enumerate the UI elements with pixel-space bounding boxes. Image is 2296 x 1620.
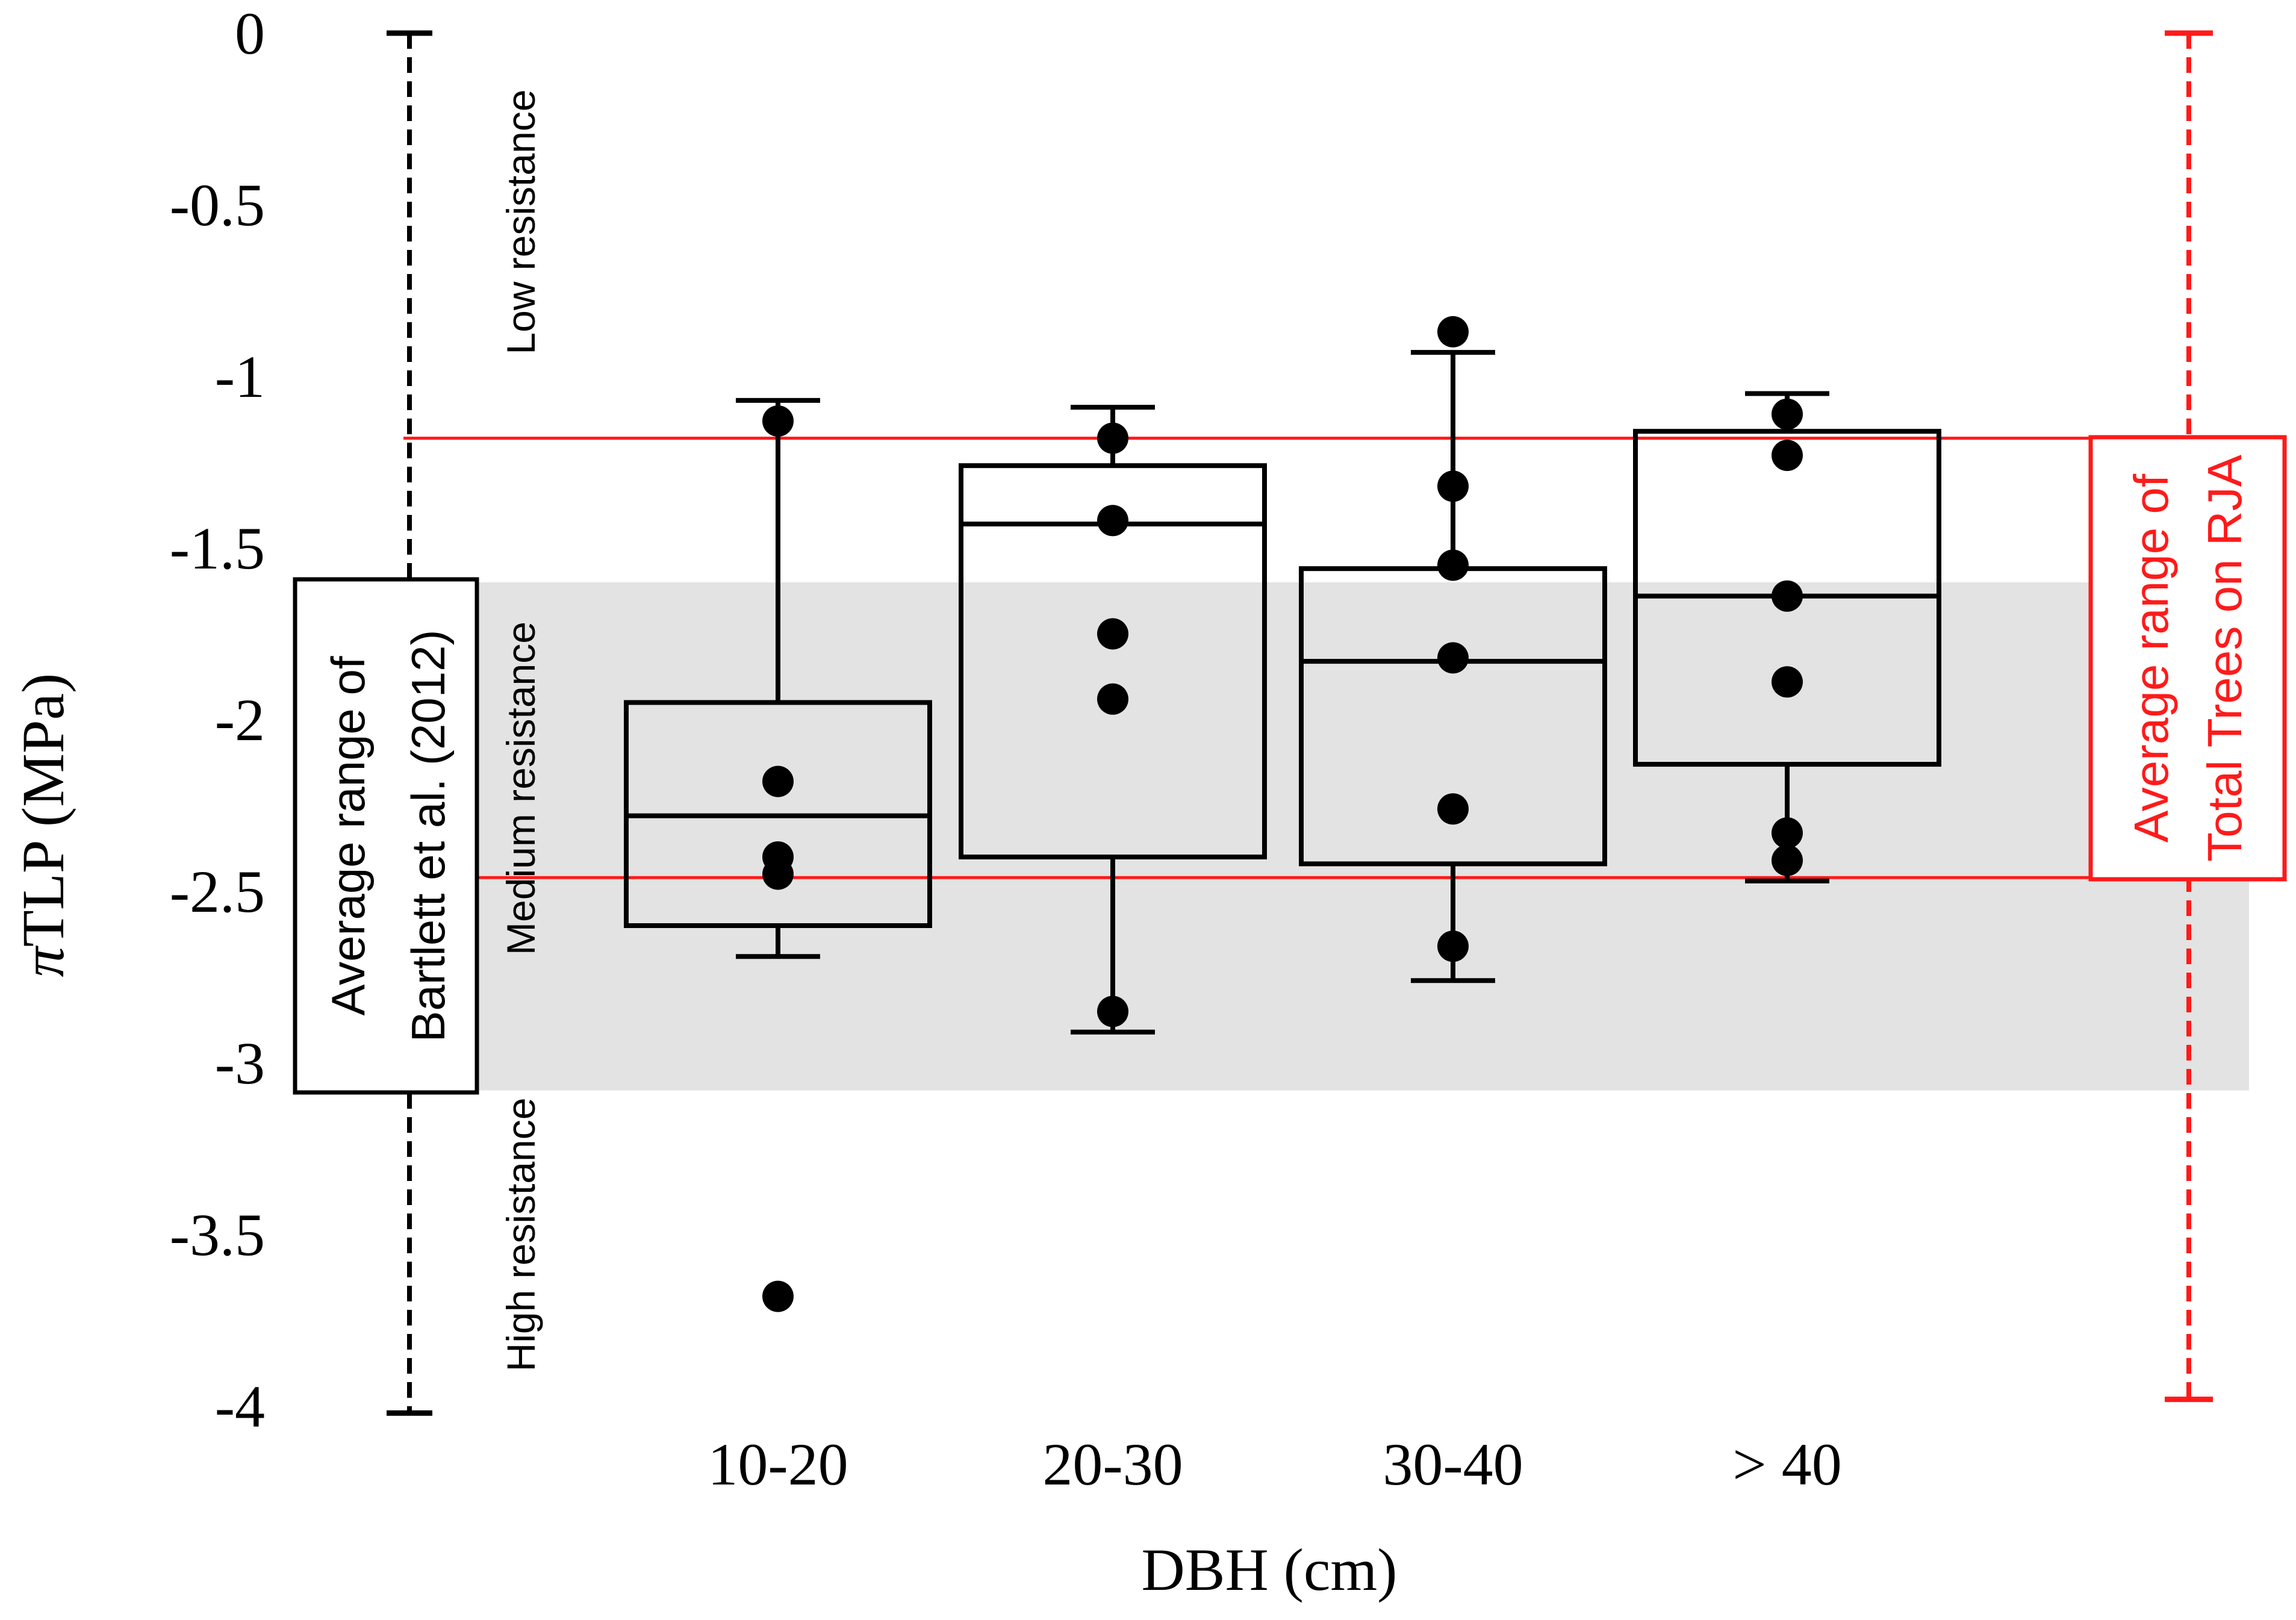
y-tick-label-6: -3: [215, 1030, 265, 1097]
resistance-label-0: Low resistance: [499, 89, 543, 354]
bartlett-label-line1: Average range of: [322, 656, 375, 1015]
data-point: [762, 765, 794, 797]
x-tick-label-0: 10-20: [708, 1431, 848, 1498]
y-axis-label-text: TLP (MPa): [10, 673, 76, 947]
data-point: [1097, 618, 1128, 650]
resistance-label-1: Medium resistance: [499, 622, 543, 955]
data-point: [1097, 683, 1128, 715]
data-point: [1437, 316, 1469, 347]
data-point: [1772, 844, 1803, 876]
y-tick-label-3: -1.5: [170, 515, 265, 582]
data-point: [1097, 422, 1128, 454]
box-group-0: [624, 397, 932, 1312]
data-point: [1772, 440, 1803, 472]
data-point: [1772, 666, 1803, 698]
y-axis-label-symbol: π: [10, 945, 76, 977]
x-tick-labels: 10-20 20-30 30-40 > 40: [708, 1431, 1841, 1498]
rja-range-lines: [403, 437, 2091, 879]
y-axis-label: πTLP (MPa): [10, 673, 76, 977]
rja-range-label: Average range of Total Trees on RJA: [2088, 435, 2287, 882]
box-plots: [624, 316, 1941, 1312]
data-point: [1437, 642, 1469, 674]
y-tick-label-8: -4: [215, 1373, 265, 1440]
y-tick-label-0: 0: [235, 0, 265, 67]
box-group-3: [1633, 391, 1941, 883]
data-point: [1097, 505, 1128, 537]
data-point: [1772, 398, 1803, 430]
rja-label-box: [2088, 435, 2287, 882]
y-tick-label-4: -2: [215, 687, 265, 753]
bartlett-range-label: Average range of Bartlett et al. (2012): [293, 577, 479, 1095]
x-tick-label-1: 20-30: [1042, 1431, 1183, 1498]
data-point: [1437, 470, 1469, 502]
data-point: [1437, 930, 1469, 962]
y-tick-labels: 0 -0.5 -1 -1.5 -2 -2.5 -3 -3.5 -4: [170, 0, 265, 1440]
data-point: [1097, 995, 1128, 1027]
rja-label-line2: Total Trees on RJA: [2198, 454, 2251, 862]
data-point: [1437, 549, 1469, 581]
y-tick-label-7: -3.5: [170, 1201, 265, 1268]
data-point: [762, 1280, 794, 1312]
data-point: [1772, 817, 1803, 849]
box-group-2: [1299, 316, 1607, 983]
resistance-labels: Low resistance Medium resistance High resi…: [499, 89, 543, 1371]
x-tick-label-3: > 40: [1732, 1431, 1841, 1498]
bartlett-label-box: [293, 577, 479, 1095]
box-group-1: [959, 405, 1267, 1035]
data-point: [762, 858, 794, 890]
data-point: [1437, 793, 1469, 825]
bartlett-range-band: [409, 582, 2249, 1091]
y-tick-label-5: -2.5: [170, 858, 265, 925]
bartlett-label-line2: Bartlett et al. (2012): [402, 629, 455, 1042]
data-point: [1772, 580, 1803, 612]
y-tick-label-1: -0.5: [170, 172, 265, 238]
x-tick-label-2: 30-40: [1383, 1431, 1523, 1498]
data-point: [762, 405, 794, 437]
box-iqr: [959, 463, 1267, 859]
resistance-label-2: High resistance: [499, 1098, 543, 1372]
y-tick-label-2: -1: [215, 343, 265, 410]
x-axis-label: DBH (cm): [1142, 1536, 1398, 1603]
rja-label-line1: Average range of: [2124, 473, 2178, 843]
